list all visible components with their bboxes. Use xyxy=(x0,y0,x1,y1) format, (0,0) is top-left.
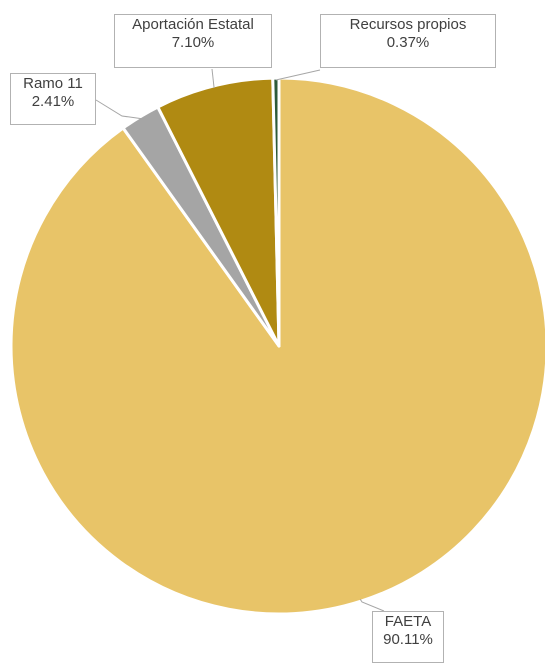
data-label-recursos-propios: Recursos propios 0.37% xyxy=(320,14,496,68)
leader-line-ramo-11 xyxy=(95,99,142,120)
slices-layer xyxy=(9,76,545,616)
leader-line-aportacion-estatal xyxy=(211,68,215,89)
data-label-category: Aportación Estatal xyxy=(132,16,254,33)
data-label-percent: 2.41% xyxy=(31,93,75,110)
data-label-percent: 90.11% xyxy=(383,631,433,648)
data-label-ramo-11: Ramo 11 2.41% xyxy=(10,73,96,125)
data-label-aportacion-estatal: Aportación Estatal 7.10% xyxy=(114,14,272,68)
data-label-category: Recursos propios xyxy=(349,16,467,33)
data-label-percent: 7.10% xyxy=(171,34,215,51)
data-label-category: Ramo 11 xyxy=(23,75,83,92)
leader-line-faeta xyxy=(359,599,385,612)
leader-line-recursos-propios xyxy=(275,69,321,81)
leader-lines-layer xyxy=(95,68,385,612)
pie-slice-recursos-propios xyxy=(271,76,281,348)
data-label-category: FAETA xyxy=(384,613,432,630)
data-label-faeta: FAETA 90.11% xyxy=(372,611,444,663)
data-label-percent: 0.37% xyxy=(386,34,430,51)
